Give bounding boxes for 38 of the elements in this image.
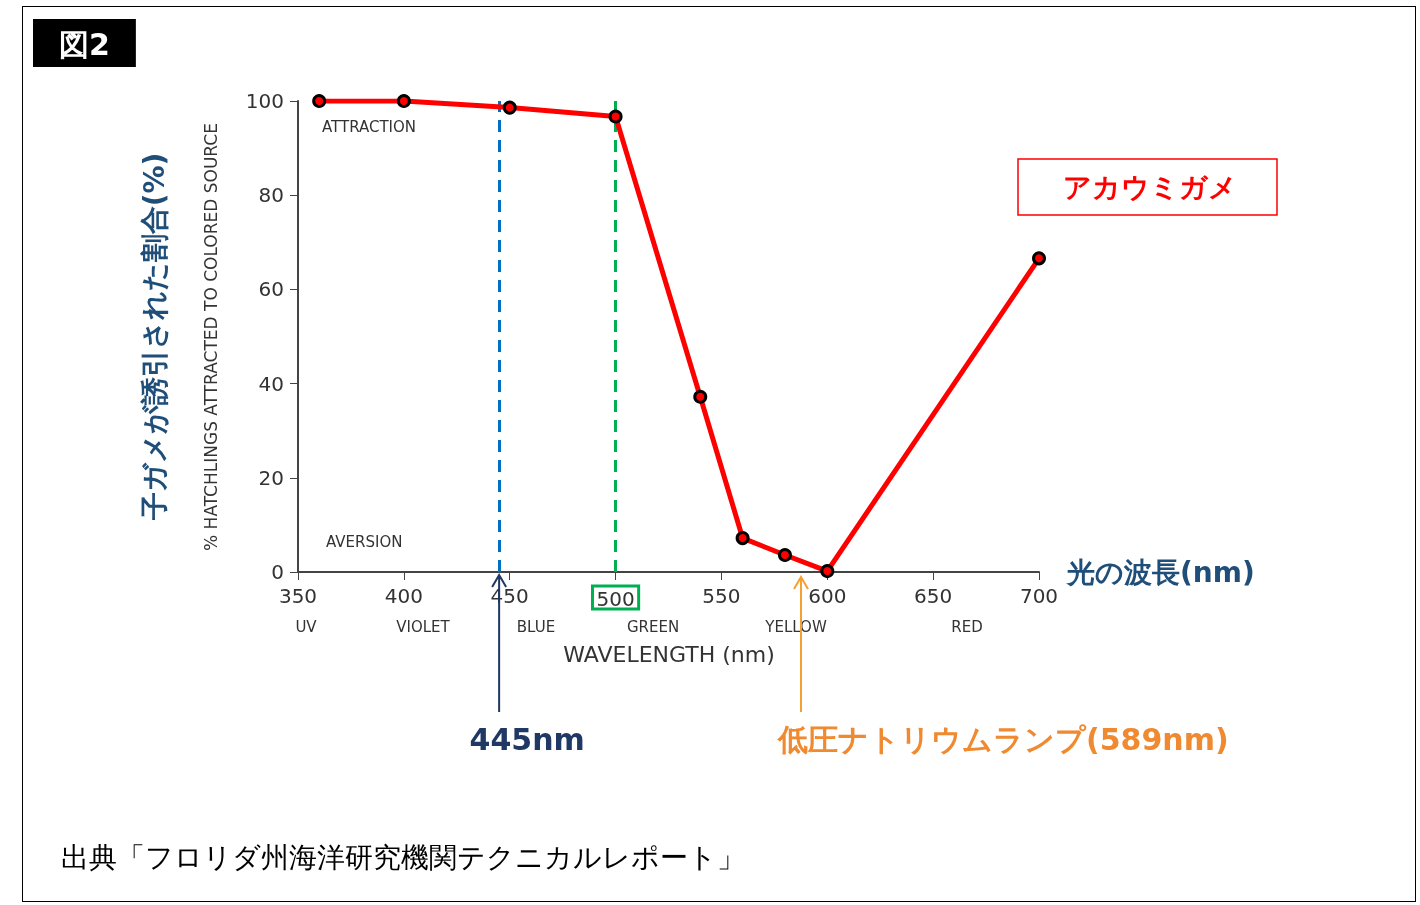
- point: [396, 94, 411, 108]
- y-tick-label: 100: [245, 89, 284, 113]
- source-note: 出典「フロリダ州海洋研究機関テクニカルレポート」: [61, 840, 745, 874]
- x-tick-label: 400: [384, 584, 423, 608]
- point: [608, 109, 623, 124]
- y-axis-title: 子ガメが誘引された割合(%): [137, 152, 171, 522]
- annotation: AVERSION: [326, 532, 403, 551]
- x-tick-label: 700: [1019, 584, 1059, 608]
- text: VIOLET: [396, 617, 451, 636]
- y-tick-label: 0: [271, 560, 284, 584]
- x-tick-label: 550: [702, 584, 741, 608]
- y-tick-label: 40: [258, 371, 284, 396]
- text: 低圧ナトリウムランプ(589nm): [777, 721, 1229, 757]
- point: [777, 548, 792, 563]
- text: GREEN: [626, 617, 680, 636]
- text: WAVELENGTH (nm): [563, 641, 775, 667]
- point: [312, 94, 327, 108]
- x-tick-label: 350: [278, 584, 318, 608]
- point: [820, 564, 835, 579]
- point: [502, 100, 517, 115]
- chart-title: 図2: [59, 26, 110, 62]
- point: [1032, 251, 1046, 266]
- text: % HATCHLINGS ATTRACTED TO COLORED SOURCE: [201, 123, 221, 551]
- x-tick-label: 600: [808, 584, 847, 608]
- text: BLUE: [516, 617, 556, 636]
- x-axis-title: 光の波長(nm): [1065, 555, 1255, 589]
- x-tick-label: 650: [914, 584, 953, 608]
- text: UV: [295, 617, 318, 636]
- series-label: アカウミガメ: [1063, 170, 1237, 204]
- y-tick-label: 20: [258, 465, 284, 490]
- annotation: 445nm: [469, 721, 585, 757]
- point: [735, 531, 750, 546]
- y-tick-label: 80: [258, 183, 284, 208]
- y-tick-label: 60: [258, 277, 284, 302]
- point: [693, 389, 708, 404]
- annotation: ATTRACTION: [322, 117, 417, 136]
- text: RED: [951, 617, 983, 636]
- x-tick-label: 500: [596, 587, 635, 611]
